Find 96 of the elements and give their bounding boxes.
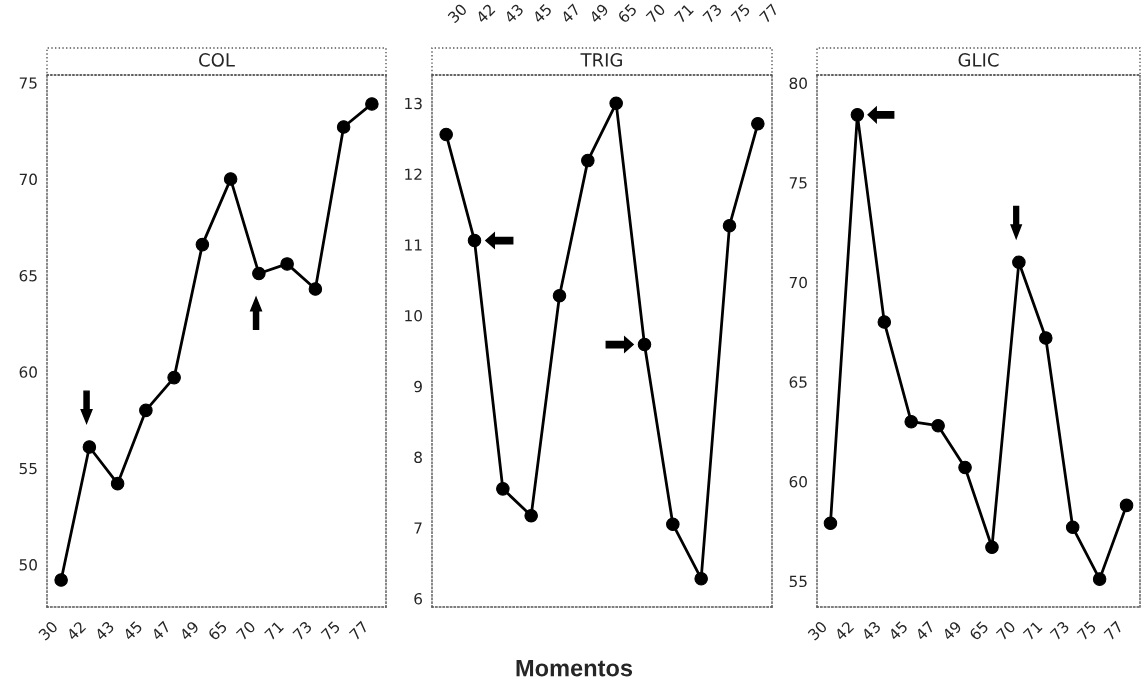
x-tick-label: 42 [475, 3, 496, 24]
x-tick-label: 30 [37, 620, 59, 641]
y-tick-label: 70 [789, 276, 807, 289]
x-tick-label: 45 [887, 620, 909, 642]
y-tick-label: 60 [19, 366, 37, 378]
y-tick-label: 11 [405, 239, 422, 251]
point [336, 120, 351, 134]
x-tick-label: 75 [320, 620, 341, 641]
point [958, 460, 972, 475]
y-tick-label: 70 [19, 173, 37, 186]
point [82, 440, 97, 454]
point [195, 237, 210, 252]
point [1092, 572, 1107, 586]
x-tick-label: 45 [122, 620, 143, 642]
x-tick-label: 77 [759, 3, 779, 24]
point [985, 540, 999, 554]
point [496, 482, 510, 496]
x-tick-label: 43 [503, 3, 525, 24]
x-tick-label: 43 [94, 620, 115, 642]
x-tick-label: 75 [730, 3, 751, 24]
x-tick-label: 49 [178, 620, 200, 642]
point [1012, 255, 1026, 270]
y-tick-label: 7 [414, 522, 422, 534]
x-tick-label: 42 [833, 620, 855, 641]
point [167, 370, 181, 385]
y-tick-label: 75 [19, 77, 37, 89]
point [252, 266, 266, 281]
x-tick-label: 65 [968, 620, 989, 641]
x-tick-label: 47 [914, 620, 935, 641]
point [581, 153, 595, 168]
chart-title: GLIC [958, 53, 999, 67]
x-tick-label: 49 [588, 3, 610, 24]
point [751, 117, 765, 131]
y-tick-label: 65 [789, 376, 807, 388]
point [365, 97, 379, 111]
x-tick-label: 71 [1022, 620, 1043, 641]
point [1039, 331, 1053, 345]
chart-title: COL [199, 53, 235, 67]
x-tick-label: 77 [1103, 620, 1124, 641]
x-axis-title: Momentos [516, 659, 633, 677]
y-tick-label: 13 [405, 97, 422, 110]
point [823, 516, 838, 531]
x-tick-label: 45 [532, 3, 553, 24]
x-tick-label: 47 [560, 3, 581, 24]
point [139, 403, 153, 418]
x-tick-label: 77 [348, 620, 369, 641]
point [280, 257, 294, 271]
y-tick-label: 60 [789, 475, 807, 488]
point [308, 282, 323, 296]
point [666, 517, 680, 531]
y-tick-label: 12 [405, 168, 422, 180]
x-tick-label: 30 [807, 620, 828, 641]
x-tick-label: 70 [645, 3, 666, 24]
chart-title: TRIG [580, 53, 622, 67]
point [609, 96, 623, 111]
point [552, 288, 567, 303]
y-tick-label: 55 [19, 462, 37, 475]
y-tick-label: 65 [19, 269, 37, 282]
x-tick-label: 73 [292, 620, 313, 641]
point [223, 172, 238, 186]
y-tick-label: 80 [789, 77, 807, 89]
x-tick-label: 65 [207, 620, 228, 641]
point [110, 476, 125, 491]
y-tick-label: 8 [414, 451, 422, 464]
x-tick-label: 47 [150, 620, 171, 641]
point [439, 127, 453, 142]
point [467, 233, 482, 248]
x-tick-label: 65 [617, 3, 638, 24]
x-tick-label: 30 [447, 3, 468, 24]
point [1119, 498, 1134, 513]
point [931, 418, 945, 433]
x-tick-label: 71 [264, 620, 284, 641]
point [694, 571, 708, 586]
point [54, 573, 68, 587]
point [524, 508, 538, 523]
x-tick-label: 70 [995, 620, 1017, 641]
point [637, 337, 652, 352]
x-tick-label: 42 [65, 620, 87, 641]
point [877, 315, 892, 329]
y-tick-label: 6 [414, 592, 423, 605]
x-tick-label: 75 [1076, 620, 1097, 641]
point [1065, 520, 1080, 535]
x-tick-label: 73 [1049, 620, 1070, 641]
point [904, 414, 918, 429]
y-tick-label: 55 [789, 575, 807, 588]
y-tick-label: 50 [19, 559, 37, 571]
point [850, 108, 865, 122]
x-tick-label: 73 [702, 3, 723, 24]
y-tick-label: 75 [789, 177, 807, 189]
y-tick-label: 9 [414, 380, 422, 393]
x-tick-label: 43 [860, 620, 882, 642]
x-tick-label: 49 [941, 620, 963, 642]
y-tick-label: 10 [405, 310, 422, 322]
x-tick-label: 71 [674, 3, 694, 24]
x-tick-label: 70 [235, 620, 257, 641]
point [722, 218, 737, 233]
